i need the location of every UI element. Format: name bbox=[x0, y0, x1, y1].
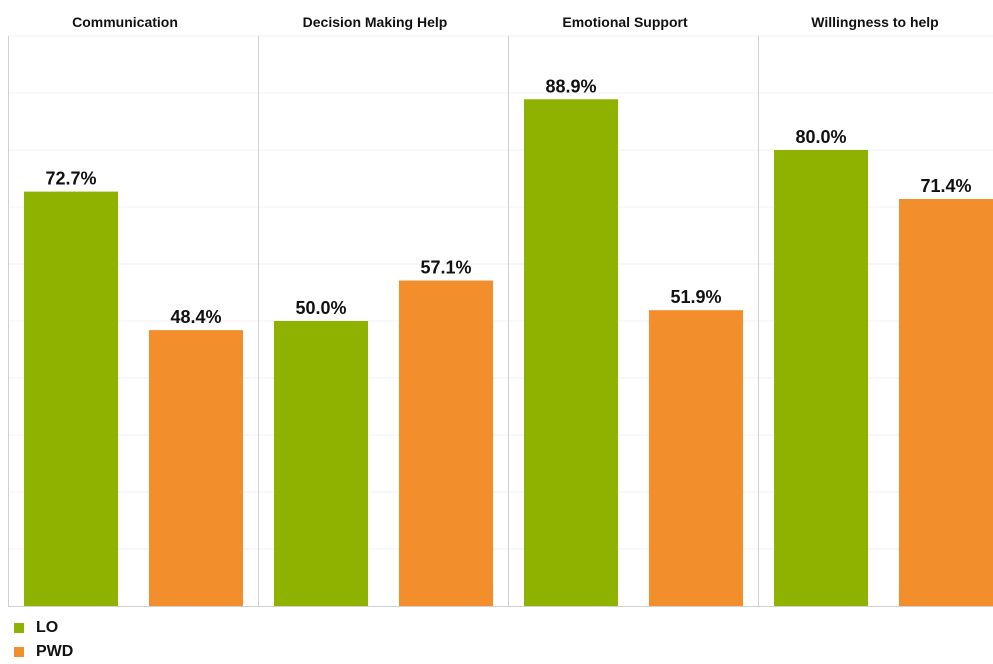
legend-item-lo: LO bbox=[14, 616, 73, 640]
legend-swatch-lo bbox=[14, 623, 24, 633]
data-label-pwd-emotional-support: 51.9% bbox=[670, 287, 721, 307]
data-label-lo-emotional-support: 88.9% bbox=[545, 76, 596, 96]
bar-lo-willingness-to-help bbox=[774, 150, 868, 606]
bar-lo-communication bbox=[24, 191, 118, 607]
bar-pwd-decision-making-help bbox=[399, 280, 493, 606]
legend-swatch-pwd bbox=[14, 647, 24, 657]
legend-label-pwd: PWD bbox=[36, 643, 74, 660]
legend: LO PWD bbox=[14, 616, 73, 664]
legend-item-pwd: PWD bbox=[14, 640, 73, 664]
bar-lo-decision-making-help bbox=[274, 321, 368, 606]
panel-title-communication: Communication bbox=[72, 14, 178, 30]
bar-pwd-willingness-to-help bbox=[899, 199, 993, 606]
data-label-pwd-decision-making-help: 57.1% bbox=[420, 258, 471, 278]
bar-pwd-emotional-support bbox=[649, 310, 743, 606]
legend-label-lo: LO bbox=[36, 619, 59, 636]
panel-title-emotional-support: Emotional Support bbox=[562, 14, 688, 30]
bar-lo-emotional-support bbox=[524, 99, 618, 607]
bar-pwd-communication bbox=[149, 330, 243, 606]
data-label-lo-willingness-to-help: 80.0% bbox=[795, 127, 846, 147]
data-label-pwd-willingness-to-help: 71.4% bbox=[920, 176, 971, 196]
panel-title-willingness-to-help: Willingness to help bbox=[811, 14, 938, 30]
data-label-lo-communication: 72.7% bbox=[45, 169, 96, 189]
panel-title-decision-making-help: Decision Making Help bbox=[303, 14, 448, 30]
data-label-lo-decision-making-help: 50.0% bbox=[295, 298, 346, 318]
data-label-pwd-communication: 48.4% bbox=[170, 307, 221, 327]
